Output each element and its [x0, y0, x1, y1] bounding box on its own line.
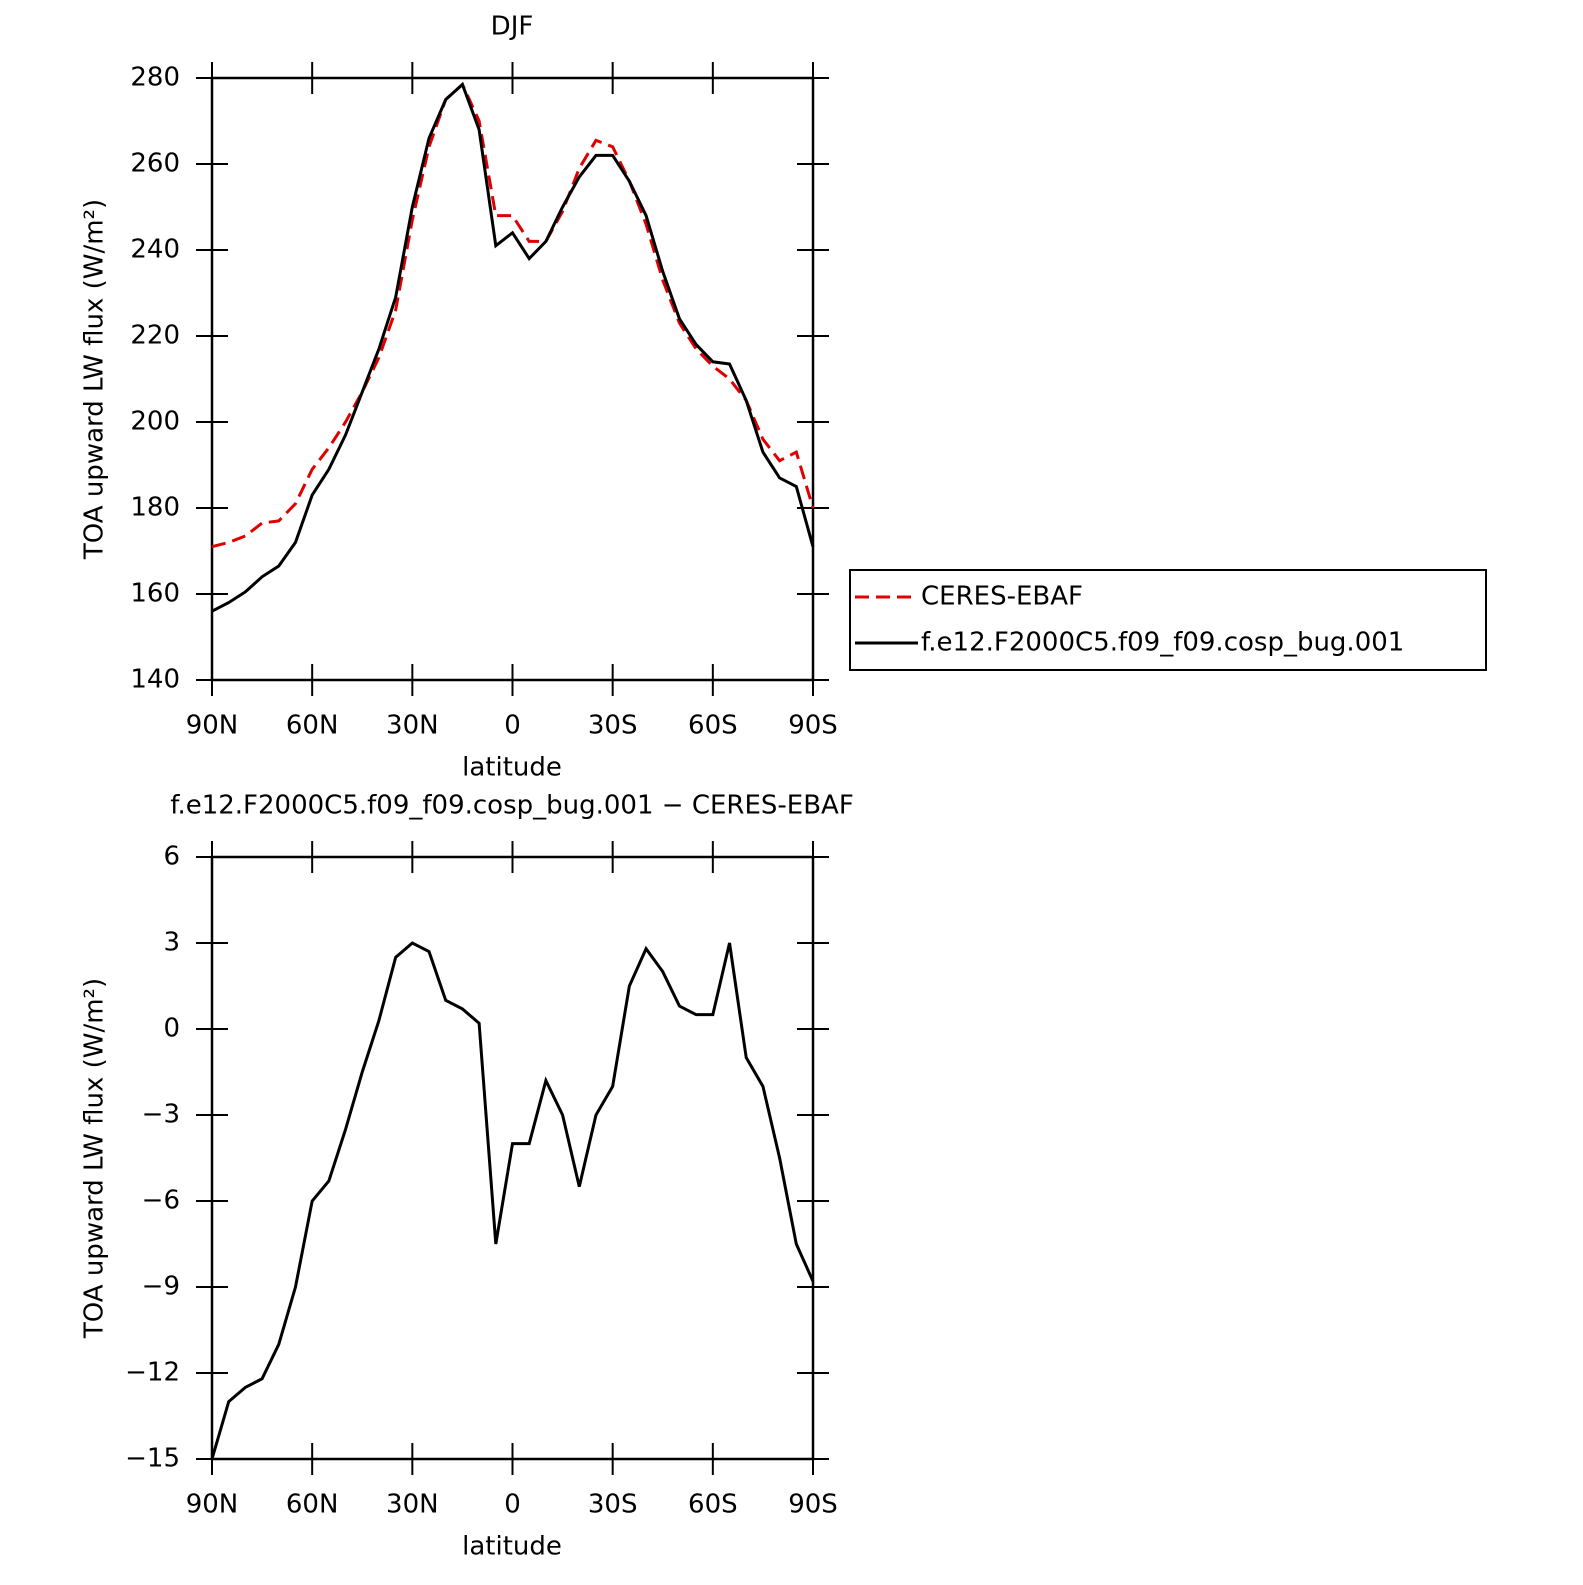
y-tick-label: 260 [130, 149, 180, 179]
x-tick-label: 30S [588, 1490, 638, 1520]
y-tick-label: 200 [130, 407, 180, 437]
data-line [210, 941, 815, 1460]
legend-box [849, 569, 1487, 671]
y-tick-label: −6 [142, 1186, 180, 1216]
y-tick-label: −3 [142, 1100, 180, 1130]
data-line [211, 81, 815, 549]
x-tick-label: 30N [386, 711, 439, 741]
y-tick-label: 240 [130, 235, 180, 265]
data-line [211, 81, 815, 613]
x-tick-label: 60S [688, 1490, 738, 1520]
x-tick-label: 30S [588, 711, 638, 741]
x-tick-label: 90S [788, 711, 838, 741]
y-tick-label: 140 [130, 665, 180, 695]
x-tick-label: 60S [688, 711, 738, 741]
x-tick-label: 30N [386, 1490, 439, 1520]
y-tick-label: 220 [130, 321, 180, 351]
y-axis-label: TOA upward LW flux (W/m²) [80, 199, 110, 560]
y-tick-label: 6 [163, 842, 180, 872]
y-tick-label: −15 [125, 1444, 180, 1474]
chart-title: f.e12.F2000C5.f09_f09.cosp_bug.001 − CER… [170, 791, 854, 821]
x-axis-label: latitude [462, 1532, 562, 1562]
y-tick-label: −9 [142, 1272, 180, 1302]
legend-label: CERES-EBAF [921, 582, 1083, 612]
x-axis-label: latitude [462, 753, 562, 783]
x-tick-label: 0 [504, 711, 521, 741]
legend-label: f.e12.F2000C5.f09_f09.cosp_bug.001 [921, 628, 1404, 658]
y-tick-label: 3 [163, 928, 180, 958]
plot-frame [210, 76, 815, 682]
y-axis-label: TOA upward LW flux (W/m²) [80, 978, 110, 1339]
x-tick-label: 90N [186, 711, 239, 741]
plot-frame [210, 855, 815, 1461]
chart-title: DJF [491, 12, 534, 42]
x-tick-label: 60N [286, 711, 339, 741]
y-tick-label: 180 [130, 493, 180, 523]
x-tick-label: 0 [504, 1490, 521, 1520]
y-tick-label: 280 [130, 63, 180, 93]
x-tick-label: 90S [788, 1490, 838, 1520]
x-tick-label: 60N [286, 1490, 339, 1520]
y-tick-label: −12 [125, 1358, 180, 1388]
x-tick-label: 90N [186, 1490, 239, 1520]
y-tick-label: 0 [163, 1014, 180, 1044]
y-tick-label: 160 [130, 579, 180, 609]
